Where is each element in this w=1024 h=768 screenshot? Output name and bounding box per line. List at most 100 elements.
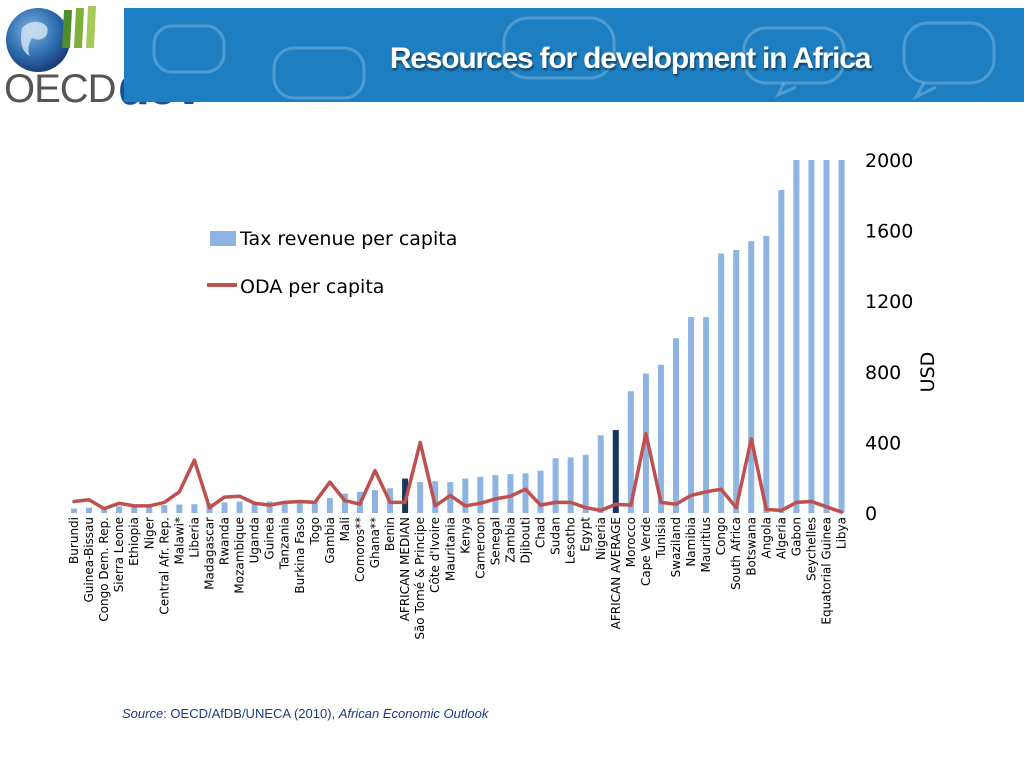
oda-point-cape-verde	[644, 432, 648, 435]
oda-point-morocco	[629, 503, 633, 507]
category-label-rwanda: Rwanda	[218, 517, 232, 565]
category-label-central-afr-rep: Central Afr. Rep.	[157, 517, 171, 615]
category-label-comoros: Comoros**	[353, 517, 367, 582]
page-title: Resources for development in Africa	[389, 42, 872, 75]
category-label-liberia: Liberia	[187, 517, 201, 558]
category-label-tanzania: Tanzania	[278, 517, 292, 570]
oda-point-congo-dem-rep	[102, 507, 106, 510]
y-tick-label-1200: 1200	[865, 291, 913, 313]
bar-angola	[763, 235, 770, 513]
legend-label-oda: ODA per capita	[240, 276, 384, 298]
bar-egypt	[582, 454, 589, 513]
category-label-lesotho: Lesotho	[564, 517, 578, 564]
oda-point-angola	[765, 508, 768, 511]
oda-point-ghana	[373, 469, 377, 472]
legend: Tax revenue per capita ODA per capita	[207, 228, 457, 298]
oda-line	[72, 431, 844, 514]
category-label-senegal: Senegal	[488, 517, 502, 565]
category-label-cote-d-ivoire: Côte d'Ivoire	[428, 517, 442, 593]
category-label-congo-dem-rep: Congo Dem. Rep.	[97, 517, 111, 622]
category-label-algeria: Algeria	[774, 517, 788, 559]
category-label-seychelles: Seychelles	[804, 517, 818, 581]
oda-point-zambia	[509, 495, 512, 498]
oda-point-burkina-faso	[298, 500, 301, 503]
oda-point-libya	[840, 510, 843, 514]
logo-stripe-icon	[62, 10, 72, 48]
category-label-chad: Chad	[534, 517, 548, 548]
oda-point-cameroon	[479, 502, 482, 505]
bar-tunisia	[657, 364, 664, 513]
bar-african-average	[612, 430, 619, 513]
bar-malawi	[176, 504, 183, 513]
category-label-egypt: Egypt	[579, 517, 593, 552]
oda-point-malawi	[178, 490, 181, 494]
oda-point-burundi	[72, 500, 76, 503]
bar-kenya	[462, 478, 469, 513]
y-tick-label-800: 800	[865, 362, 901, 384]
category-label-morocco: Morocco	[624, 517, 638, 567]
bar-senegal	[492, 475, 499, 513]
oda-point-nigeria	[599, 509, 602, 512]
header-banner	[124, 8, 1024, 102]
category-label-tunisia: Tunisia	[654, 517, 668, 559]
bar-libya	[838, 160, 845, 513]
oda-point-south-africa	[735, 506, 738, 509]
category-label-congo: Congo	[714, 517, 728, 555]
bar-namibia	[688, 317, 695, 513]
bar-burkina-faso	[296, 501, 303, 513]
oda-point-gabon	[795, 501, 798, 504]
category-label-namibia: Namibia	[684, 517, 698, 567]
bar-congo	[718, 253, 725, 514]
globe-icon	[6, 8, 70, 72]
category-label-african-average: AFRICAN AVERAGE	[609, 517, 623, 629]
oda-point-botswana	[750, 437, 753, 441]
category-label-burundi: Burundi	[67, 517, 81, 564]
oda-point-benin	[388, 501, 392, 504]
oda-point-namibia	[689, 494, 693, 497]
chart: Burundi Guinea-Bissau Congo Dem. Rep. Sierr…	[67, 150, 939, 640]
category-label-kenya: Kenya	[458, 517, 472, 554]
oda-point-algeria	[780, 509, 783, 512]
category-label-guinea: Guinea	[263, 517, 277, 560]
oda-point-mali	[343, 499, 347, 502]
category-labels: Burundi Guinea-Bissau Congo Dem. Rep. Sierr…	[67, 517, 849, 640]
oda-point-african-median	[403, 501, 407, 504]
bar-sierra-leone	[116, 506, 123, 513]
oda-point-rwanda	[223, 495, 226, 499]
category-label-sudan: Sudan	[549, 517, 563, 555]
oda-point-congo	[719, 487, 723, 491]
bar-series	[71, 160, 845, 514]
y-axis-label: USD	[917, 352, 939, 393]
bar-cape-verde	[642, 373, 649, 513]
oda-point-central-afr-rep	[163, 501, 166, 504]
category-label-zambia: Zambia	[503, 517, 517, 563]
y-tick-label-2000: 2000	[865, 150, 913, 172]
category-label-gambia: Gambia	[323, 517, 337, 564]
bar-algeria	[778, 190, 785, 513]
category-label-ghana: Ghana**	[368, 517, 382, 568]
oda-point-egypt	[584, 506, 587, 509]
oda-point-mauritius	[704, 490, 708, 494]
source-note: Source: OECD/AfDB/UNECA (2010), African …	[122, 706, 488, 721]
bar-burundi	[71, 508, 77, 513]
bar-uganda	[251, 502, 258, 513]
category-label-ethiopia: Ethiopia	[127, 517, 141, 566]
oda-point-guinea-bissau	[87, 498, 91, 501]
category-label-gabon: Gabon	[789, 517, 803, 556]
source-label: Source	[122, 706, 164, 721]
oda-point-tanzania	[283, 501, 286, 504]
y-tick-label-0: 0	[865, 503, 877, 525]
category-label-libya: Libya	[835, 517, 849, 549]
logo-stripe-icon	[74, 8, 84, 48]
oda-point-kenya	[464, 504, 467, 508]
bar-guinea-bissau	[86, 507, 93, 513]
y-tick-label-1600: 1600	[865, 221, 913, 243]
category-label-mozambique: Mozambique	[233, 517, 247, 594]
oda-point-seychelles	[810, 500, 813, 503]
bar-chad	[537, 470, 544, 513]
oda-point-swaziland	[674, 502, 678, 506]
oda-point-equatorial-guinea	[825, 505, 828, 509]
logo-stripe-icon	[86, 6, 96, 48]
category-label-uganda: Uganda	[248, 517, 262, 563]
bar-gabon	[793, 160, 800, 513]
